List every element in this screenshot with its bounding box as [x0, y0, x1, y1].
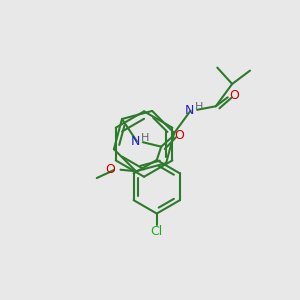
Text: N: N — [184, 103, 194, 117]
Text: H: H — [195, 102, 203, 112]
Text: N: N — [131, 135, 140, 148]
Text: O: O — [174, 129, 184, 142]
Text: H: H — [141, 133, 149, 143]
Text: Cl: Cl — [151, 225, 163, 238]
Text: O: O — [105, 163, 115, 176]
Text: O: O — [230, 89, 239, 102]
